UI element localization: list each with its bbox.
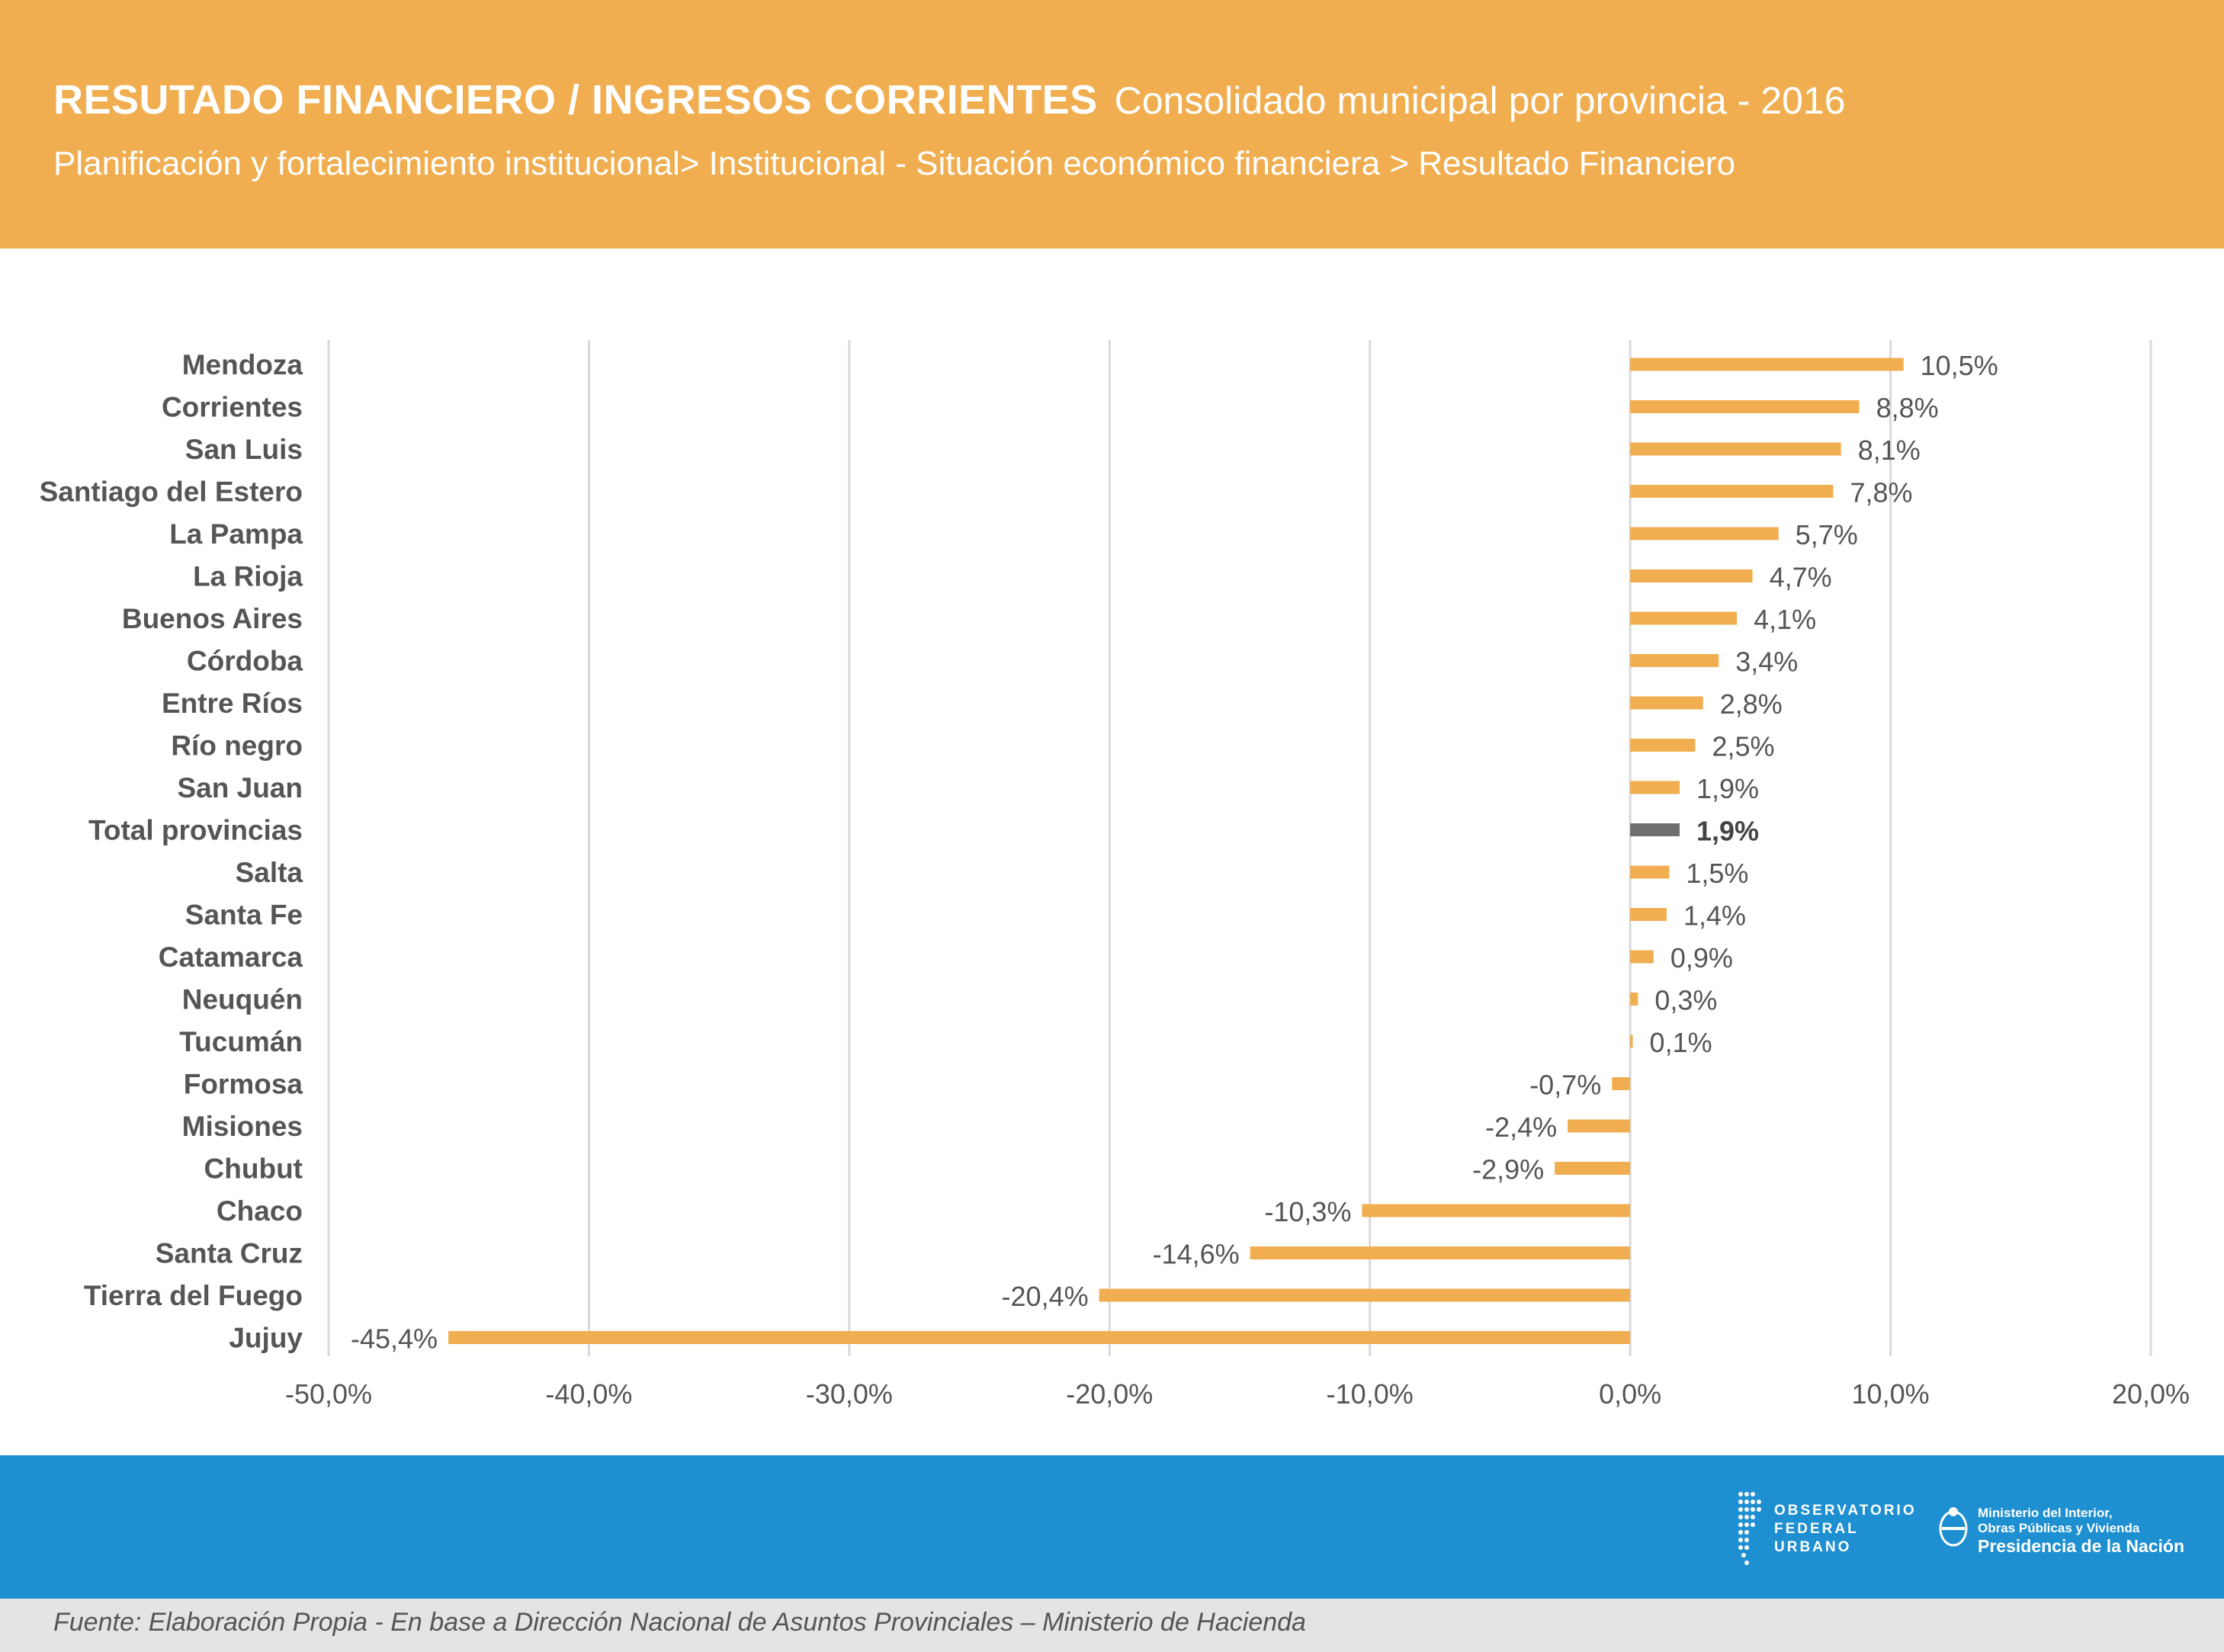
bar [1630, 358, 1904, 371]
category-label: Buenos Aires [122, 603, 303, 634]
bar [1630, 739, 1696, 752]
footer-band: OBSERVATORIO FEDERAL URBANO Ministerio d… [0, 1455, 2224, 1599]
category-label: Río negro [171, 730, 303, 762]
x-tick-label: -50,0% [285, 1378, 372, 1410]
data-label: 8,8% [1876, 393, 1939, 424]
x-tick-label: 10,0% [1852, 1378, 1930, 1410]
bar-chart: -50,0% -40,0% -30,0% -20,0% -10,0% 0,0% 10,0% 2… [40, 340, 2190, 1410]
data-label: 1,5% [1686, 858, 1748, 889]
bar [1630, 823, 1680, 836]
logo-observatorio-line3: URBANO [1774, 1539, 1852, 1555]
category-label: Tucumán [179, 1026, 303, 1057]
x-tick-label: 20,0% [2112, 1378, 2190, 1410]
data-label: -14,6% [1153, 1239, 1240, 1270]
category-label: Corrientes [162, 392, 303, 423]
data-label: 8,1% [1858, 435, 1921, 466]
x-tick-label: 0,0% [1599, 1378, 1661, 1410]
bar [1630, 993, 1638, 1006]
bar [1630, 781, 1680, 794]
logo-presidencia: Presidencia de la Nación [1978, 1536, 2185, 1556]
bar [1555, 1162, 1631, 1175]
category-label: Córdoba [187, 646, 303, 677]
data-label: 1,9% [1696, 816, 1759, 847]
data-label: -0,7% [1529, 1070, 1601, 1101]
data-label: 1,9% [1696, 773, 1759, 804]
bar [1362, 1204, 1631, 1217]
category-label: Entre Ríos [162, 688, 303, 719]
category-label: Santa Fe [185, 900, 303, 931]
data-label: 2,8% [1720, 688, 1783, 720]
coat-of-arms-icon [1939, 1507, 1968, 1547]
category-label: Misiones [182, 1111, 303, 1142]
data-label: 2,5% [1712, 731, 1775, 762]
data-label: 4,7% [1770, 562, 1832, 593]
category-label: Tierra del Fuego [84, 1280, 303, 1311]
data-label: 10,5% [1921, 350, 1998, 381]
bar [1099, 1288, 1631, 1302]
data-label: 0,9% [1670, 942, 1733, 974]
data-label: 0,3% [1654, 985, 1717, 1016]
category-label: San Juan [178, 772, 303, 804]
category-label: Formosa [184, 1069, 303, 1100]
logo-observatorio-line1: OBSERVATORIO [1774, 1503, 1917, 1519]
category-label: Jujuy [229, 1323, 303, 1354]
bar [1250, 1246, 1631, 1259]
category-label: Total provincias [88, 815, 303, 846]
bar [1630, 442, 1841, 456]
data-label: 1,4% [1683, 900, 1746, 932]
data-label: 7,8% [1850, 477, 1912, 508]
category-label: Chubut [204, 1153, 303, 1185]
bar [1630, 569, 1753, 582]
bar [1630, 1035, 1633, 1048]
bar [1630, 865, 1670, 879]
category-label: Santiago del Estero [40, 476, 303, 508]
data-label: 3,4% [1735, 646, 1798, 678]
bar [1630, 696, 1703, 710]
category-label: San Luis [185, 434, 303, 465]
bar [1612, 1077, 1631, 1090]
page-title: RESUTADO FINANCIERO / INGRESOS CORRIENTE… [53, 77, 1098, 123]
bar [1568, 1119, 1631, 1133]
source-band: Fuente: Elaboración Propia - En base a D… [0, 1599, 2224, 1652]
breadcrumb: Planificación y fortalecimiento instituc… [53, 145, 1736, 182]
dotted-map-icon [1738, 1492, 1761, 1565]
bar [1630, 950, 1654, 964]
category-label: La Pampa [169, 518, 303, 550]
title-line: RESUTADO FINANCIERO / INGRESOS CORRIENTE… [53, 76, 1846, 123]
bar [1630, 908, 1667, 921]
bar [1630, 611, 1738, 625]
bar [1630, 400, 1860, 413]
source-note: Fuente: Elaboración Propia - En base a D… [53, 1608, 1306, 1637]
x-tick-label: -30,0% [806, 1378, 893, 1410]
category-label: Mendoza [182, 349, 303, 380]
data-label: -2,4% [1485, 1111, 1557, 1143]
bar [448, 1331, 1631, 1344]
data-label: -10,3% [1264, 1196, 1351, 1227]
x-tick-label: -20,0% [1066, 1378, 1153, 1410]
logo-ministerio-line1: Ministerio del Interior, [1978, 1506, 2113, 1520]
data-label: -45,4% [351, 1323, 438, 1355]
data-label: -2,9% [1472, 1154, 1544, 1185]
category-label: La Rioja [193, 561, 303, 592]
data-label: 0,1% [1650, 1027, 1712, 1058]
category-label: Chaco [217, 1195, 303, 1227]
data-label: 5,7% [1796, 519, 1858, 550]
bar [1630, 485, 1834, 498]
category-label: Salta [236, 857, 303, 888]
bar [1630, 527, 1779, 541]
logo-observatorio-line2: FEDERAL [1774, 1521, 1859, 1537]
logo-ministerio-line2: Obras Públicas y Vivienda [1978, 1521, 2140, 1535]
category-label: Santa Cruz [156, 1238, 303, 1269]
category-label: Neuquén [182, 984, 303, 1015]
x-tick-label: -40,0% [545, 1378, 632, 1410]
category-label: Catamarca [159, 941, 303, 973]
header-banner: RESUTADO FINANCIERO / INGRESOS CORRIENTE… [0, 0, 2224, 249]
x-tick-label: -10,0% [1327, 1378, 1414, 1410]
bar [1630, 654, 1719, 667]
page-subtitle: Consolidado municipal por provincia - 20… [1114, 79, 1846, 122]
data-label: 4,1% [1754, 604, 1816, 635]
data-label: -20,4% [1002, 1281, 1089, 1312]
